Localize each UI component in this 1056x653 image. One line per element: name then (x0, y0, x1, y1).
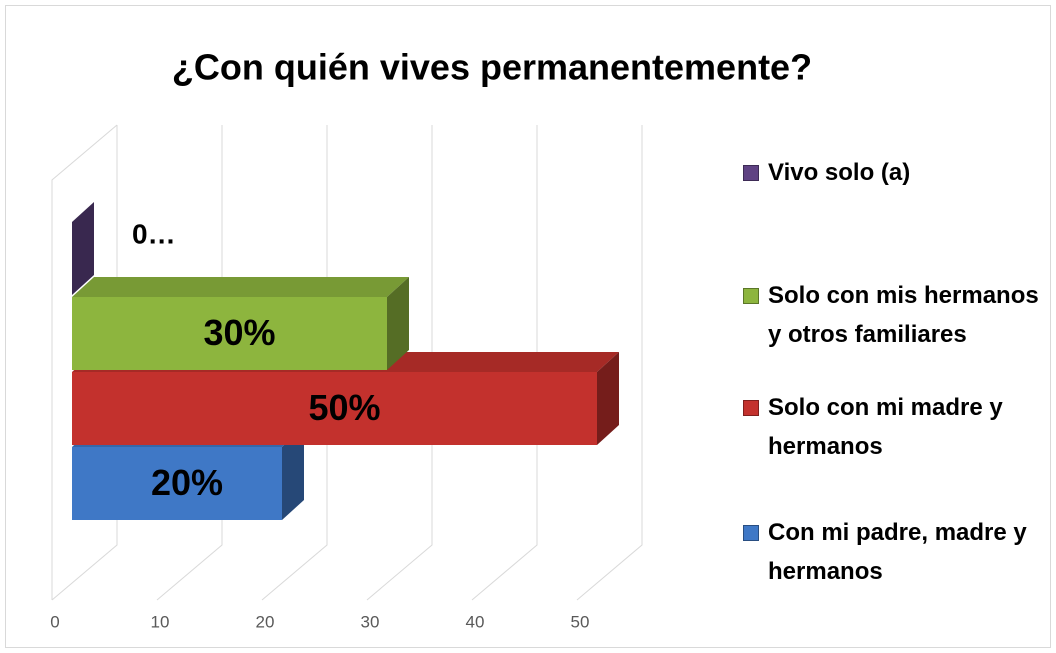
x-tick-label: 40 (466, 612, 485, 631)
bar-top (72, 277, 409, 297)
grid-line (471, 125, 538, 601)
bar-front (72, 372, 597, 445)
data-label: 50% (308, 387, 380, 428)
legend-swatch (743, 288, 759, 304)
legend-swatch (743, 400, 759, 416)
data-label: 30% (203, 312, 275, 353)
data-label: 0… (132, 218, 176, 249)
bar-side (387, 277, 409, 370)
legend-item: Solo con mi madre y hermanos (743, 388, 1043, 466)
legend-swatch (743, 525, 759, 541)
x-tick-label: 20 (256, 612, 275, 631)
chart-title: ¿Con quién vives permanentemente? (172, 47, 812, 88)
legend-item: Con mi padre, madre y hermanos (743, 513, 1043, 591)
bar-side (282, 427, 304, 520)
bar-side (72, 202, 94, 295)
data-label: 20% (151, 462, 223, 503)
grid-line (366, 125, 433, 601)
grid-line (156, 125, 223, 601)
legend-item: Vivo solo (a) (743, 153, 1043, 192)
legend-label: Vivo solo (a) (768, 159, 911, 186)
grid-line (51, 125, 118, 601)
bar (72, 202, 94, 295)
grid-line (261, 125, 328, 601)
axis-wall (51, 124, 118, 600)
legend-swatch (743, 165, 759, 181)
bar (72, 277, 409, 370)
legend-item: Solo con mis hermanos y otros familiares (743, 276, 1043, 354)
x-tick-label: 10 (151, 612, 170, 631)
legend-label: Con mi padre, madre y hermanos (768, 519, 1027, 585)
legend-label: Solo con mi madre y hermanos (768, 394, 1003, 460)
bar-side (597, 352, 619, 445)
x-tick-label: 30 (361, 612, 380, 631)
grid-line (576, 125, 643, 601)
bar-front (72, 297, 387, 370)
x-tick-label: 50 (571, 612, 590, 631)
legend-label: Solo con mis hermanos y otros familiares (768, 282, 1039, 348)
bar-front (72, 447, 282, 520)
x-tick-label: 0 (50, 612, 59, 631)
